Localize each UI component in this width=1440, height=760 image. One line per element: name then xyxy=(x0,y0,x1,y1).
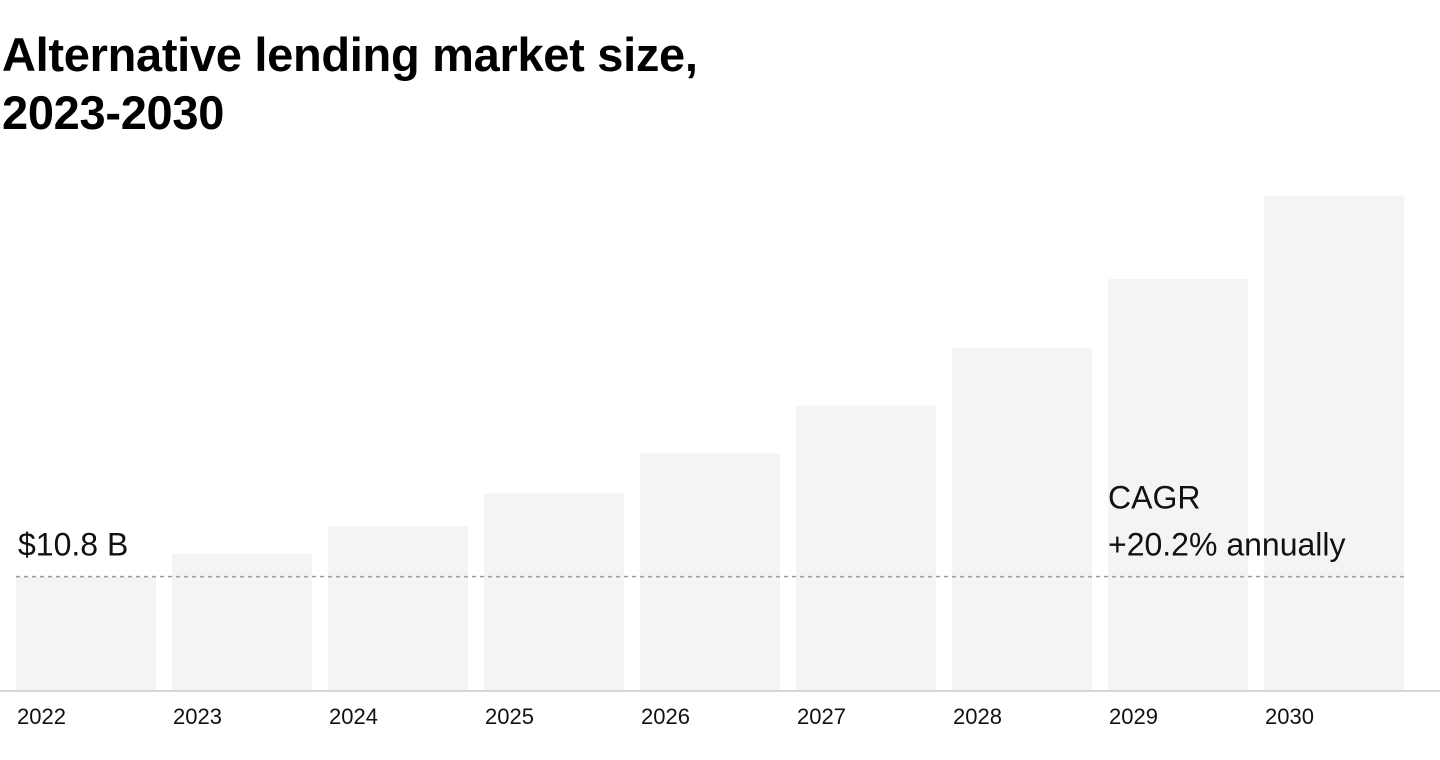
bar-2022 xyxy=(16,576,156,690)
cagr-value-label: +20.2% annually xyxy=(1108,527,1346,563)
x-tick-label-2027: 2027 xyxy=(797,704,846,729)
x-tick-label-2026: 2026 xyxy=(641,704,690,729)
start-value-label: $10.8 B xyxy=(18,527,128,563)
x-tick-label-2029: 2029 xyxy=(1109,704,1158,729)
x-tick-labels: 2022 2023 2024 2025 2026 2027 2028 2029 2030 xyxy=(17,704,1314,729)
bars-layer xyxy=(16,196,1404,690)
x-tick-label-2025: 2025 xyxy=(485,704,534,729)
bar-2027 xyxy=(796,405,936,690)
x-tick-label-2028: 2028 xyxy=(953,704,1002,729)
bar-2025 xyxy=(484,493,624,690)
bar-2026 xyxy=(640,453,780,690)
x-tick-label-2024: 2024 xyxy=(329,704,378,729)
x-tick-label-2022: 2022 xyxy=(17,704,66,729)
chart-title-line-1: Alternative lending market size, xyxy=(2,28,698,81)
cagr-label: CAGR xyxy=(1108,480,1200,516)
chart-title-line-2: 2023-2030 xyxy=(2,86,225,139)
bar-2024 xyxy=(328,526,468,690)
chart-title: Alternative lending market size, 2023-20… xyxy=(2,26,902,142)
x-tick-label-2030: 2030 xyxy=(1265,704,1314,729)
bar-2029 xyxy=(1108,279,1248,690)
bar-2030 xyxy=(1264,196,1404,690)
bar-2028 xyxy=(952,348,1092,690)
x-tick-label-2023: 2023 xyxy=(173,704,222,729)
bar-2023 xyxy=(172,553,312,690)
